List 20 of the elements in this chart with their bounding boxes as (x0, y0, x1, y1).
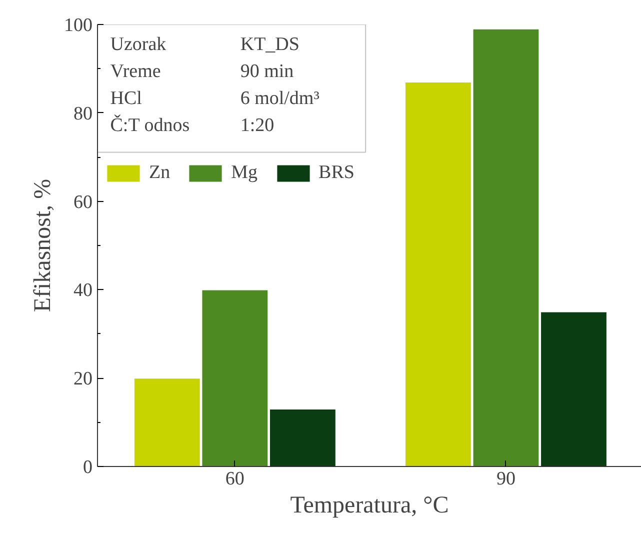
legend-label: Zn (149, 162, 170, 184)
annotation: Uzorak (110, 34, 167, 56)
y-tick-label: 0 (83, 457, 92, 478)
y-tick-label: 60 (74, 192, 92, 213)
y-tick-label: 40 (74, 280, 92, 302)
annotation: KT_DS (240, 34, 300, 56)
y-tick-label: 100 (64, 15, 92, 36)
x-axis-title: Temperatura, °C (290, 492, 449, 518)
annotation: Vreme (110, 61, 161, 82)
y-tick-label: 20 (74, 368, 92, 390)
annotation: 6 mol/dm³ (240, 88, 320, 110)
annotation: 90 min (240, 61, 294, 82)
legend-label: BRS (318, 162, 354, 184)
y-axis-title: Efikasnost, % (30, 178, 56, 312)
legend-label: Mg (231, 162, 258, 184)
annotation: HCl (110, 88, 142, 110)
y-tick-label: 80 (74, 103, 92, 124)
annotation: 1:20 (240, 115, 274, 136)
annotation: Č:T odnos (110, 114, 190, 136)
x-tick-label: 90 (496, 468, 516, 490)
